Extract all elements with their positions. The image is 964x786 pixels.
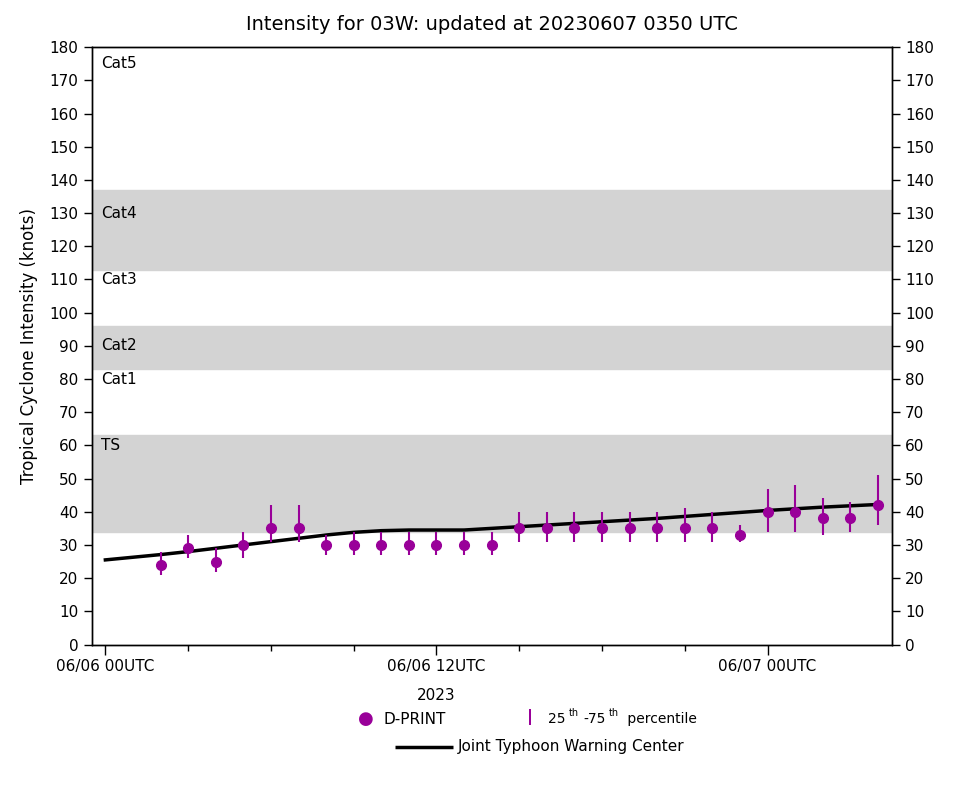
Bar [92,326,892,369]
Text: Cat2: Cat2 [101,338,137,354]
Text: 2023: 2023 [417,688,456,703]
Text: I: I [527,709,533,729]
Y-axis label: Tropical Cyclone Intensity (knots): Tropical Cyclone Intensity (knots) [20,208,39,484]
Text: ●: ● [359,711,374,728]
Text: Cat1: Cat1 [101,372,137,387]
Text: 25: 25 [548,712,565,726]
Text: Cat4: Cat4 [101,206,137,221]
Text: Joint Typhoon Warning Center: Joint Typhoon Warning Center [458,739,684,755]
Bar [92,435,892,531]
Text: TS: TS [101,438,120,453]
Bar [92,190,892,270]
Text: Cat5: Cat5 [101,57,137,72]
Text: th: th [608,708,619,718]
Title: Intensity for 03W: updated at 20230607 0350 UTC: Intensity for 03W: updated at 20230607 0… [246,16,737,35]
Text: D-PRINT: D-PRINT [384,711,446,727]
Text: th: th [569,708,579,718]
Text: percentile: percentile [623,712,697,726]
Text: -75: -75 [583,712,605,726]
Text: Cat3: Cat3 [101,272,137,287]
